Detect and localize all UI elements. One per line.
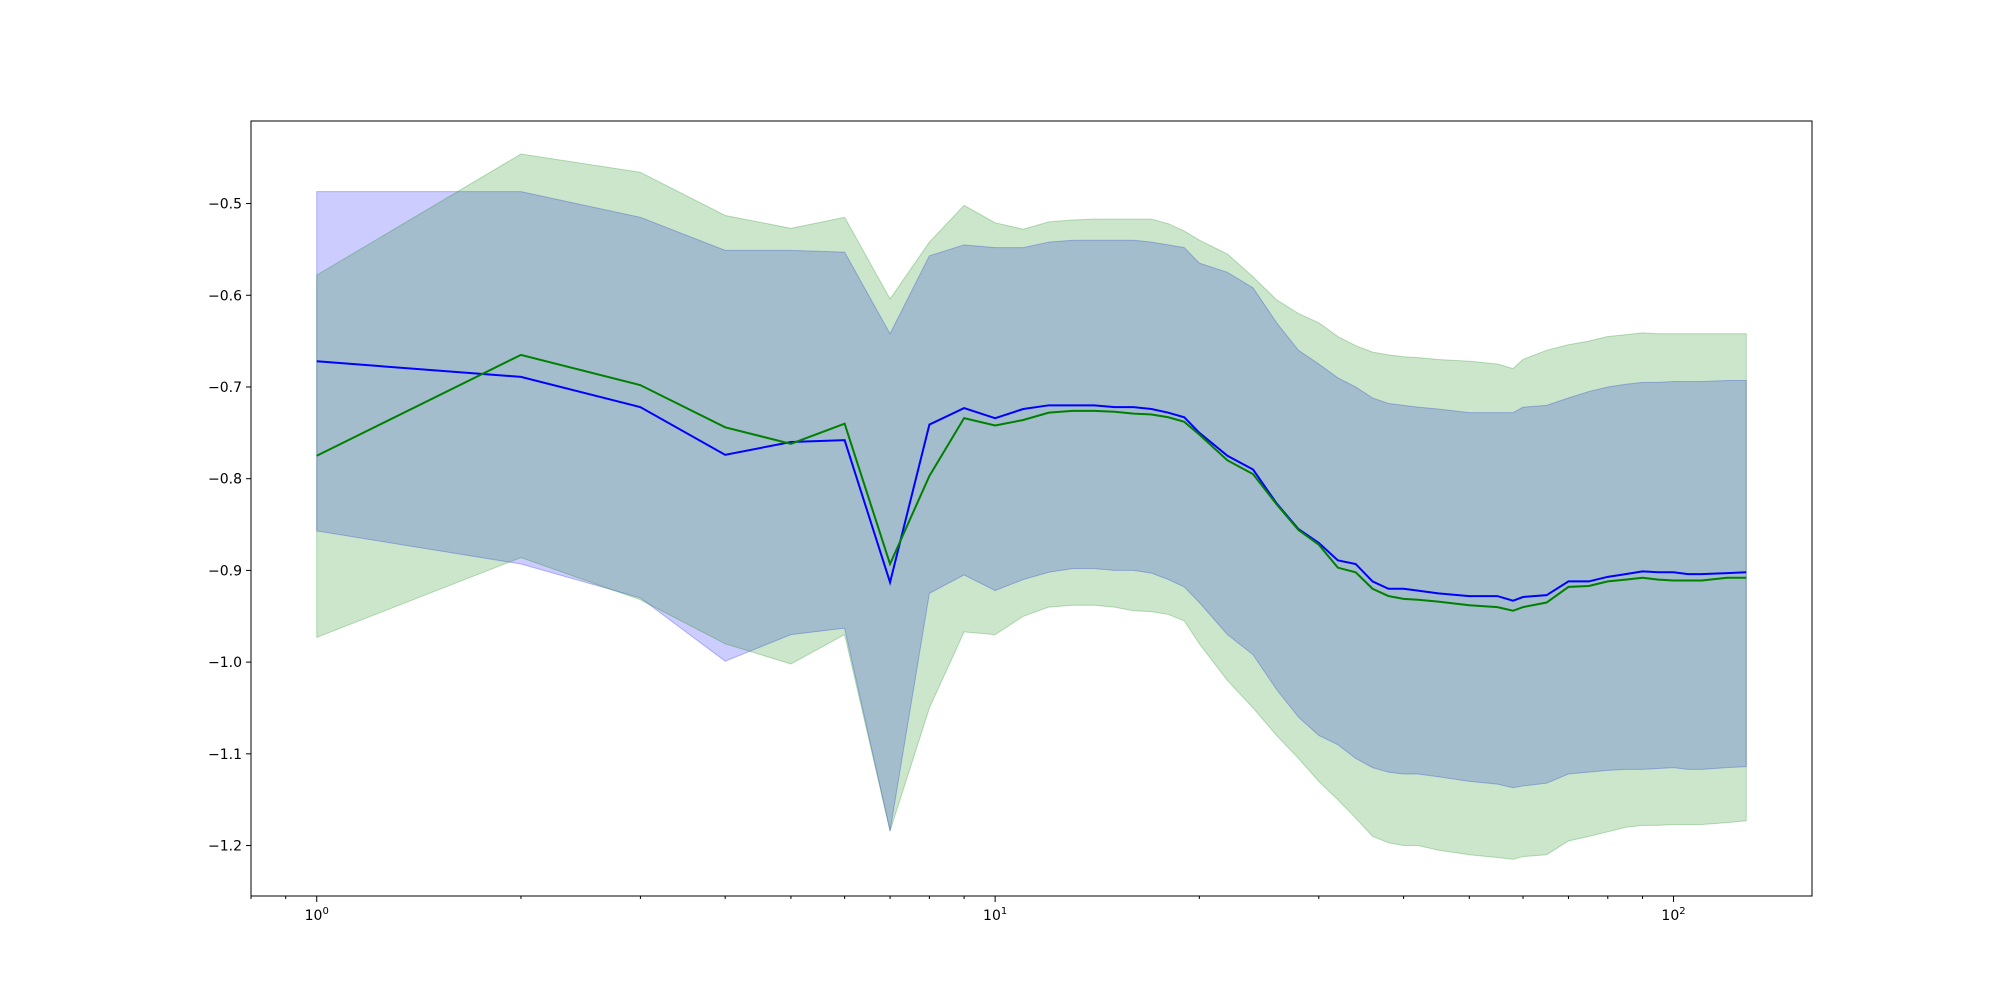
x-tick-label: 100	[305, 906, 329, 924]
x-tick-label: 101	[983, 906, 1007, 924]
y-tick-label: −1.2	[208, 839, 242, 855]
y-tick-label: −0.5	[208, 197, 242, 213]
series-1-band	[316, 191, 1747, 831]
series-lines	[316, 353, 1747, 612]
y-tick-label: −0.8	[208, 472, 242, 488]
x-tick-label: 102	[1661, 906, 1685, 924]
series-2-line	[316, 353, 1747, 612]
x-axis: 100 101 102	[250, 896, 1686, 924]
y-tick-label: −1.1	[208, 747, 242, 763]
y-tick-label: −0.6	[208, 288, 242, 304]
y-tick-label: −0.7	[208, 380, 242, 396]
plot-frame	[250, 120, 1813, 897]
y-tick-label: −0.9	[208, 563, 242, 579]
series-2-band	[316, 153, 1747, 860]
y-axis: −0.5 −0.6 −0.7 −0.8 −0.9 −1.0 −1.1 −1.2	[208, 197, 251, 855]
series-1-line	[316, 360, 1747, 602]
confidence-bands	[316, 153, 1747, 860]
y-tick-label: −1.0	[208, 655, 242, 671]
